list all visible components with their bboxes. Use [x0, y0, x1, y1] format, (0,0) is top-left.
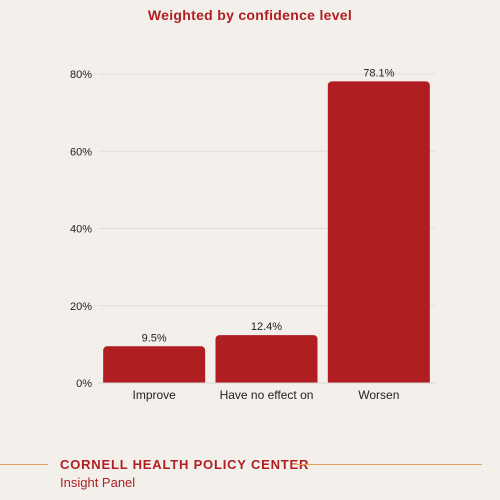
y-tick-label: 60%: [70, 146, 92, 158]
x-tick-label: Worsen: [358, 388, 399, 402]
y-tick-label: 20%: [70, 301, 92, 313]
bar-value-label: 12.4%: [251, 321, 282, 333]
bar: [327, 81, 430, 384]
bar-base: [103, 378, 206, 383]
footer-rule-left: [0, 464, 48, 465]
bar-value-label: 78.1%: [363, 67, 394, 79]
y-tick-label: 40%: [70, 224, 92, 236]
bar-base: [327, 378, 430, 383]
footer-rule-right: [292, 464, 482, 465]
bar-chart: 0% 20% 40% 60% 80% 9.5% Improve 12.4% Have no ef…: [70, 67, 435, 402]
y-tick-label: 80%: [70, 69, 92, 81]
x-tick-label: Improve: [132, 388, 176, 402]
bar: [215, 335, 318, 383]
bar-base: [215, 378, 318, 383]
chart-subtitle: Weighted by confidence level: [147, 7, 353, 23]
bar: [103, 346, 206, 383]
footer-panel-name: Insight Panel: [60, 475, 136, 490]
x-tick-label: Have no effect on: [220, 388, 314, 402]
footer-organization: CORNELL HEALTH POLICY CENTER: [60, 457, 310, 472]
bar-value-label: 9.5%: [142, 332, 167, 344]
y-tick-label: 0%: [76, 378, 92, 390]
